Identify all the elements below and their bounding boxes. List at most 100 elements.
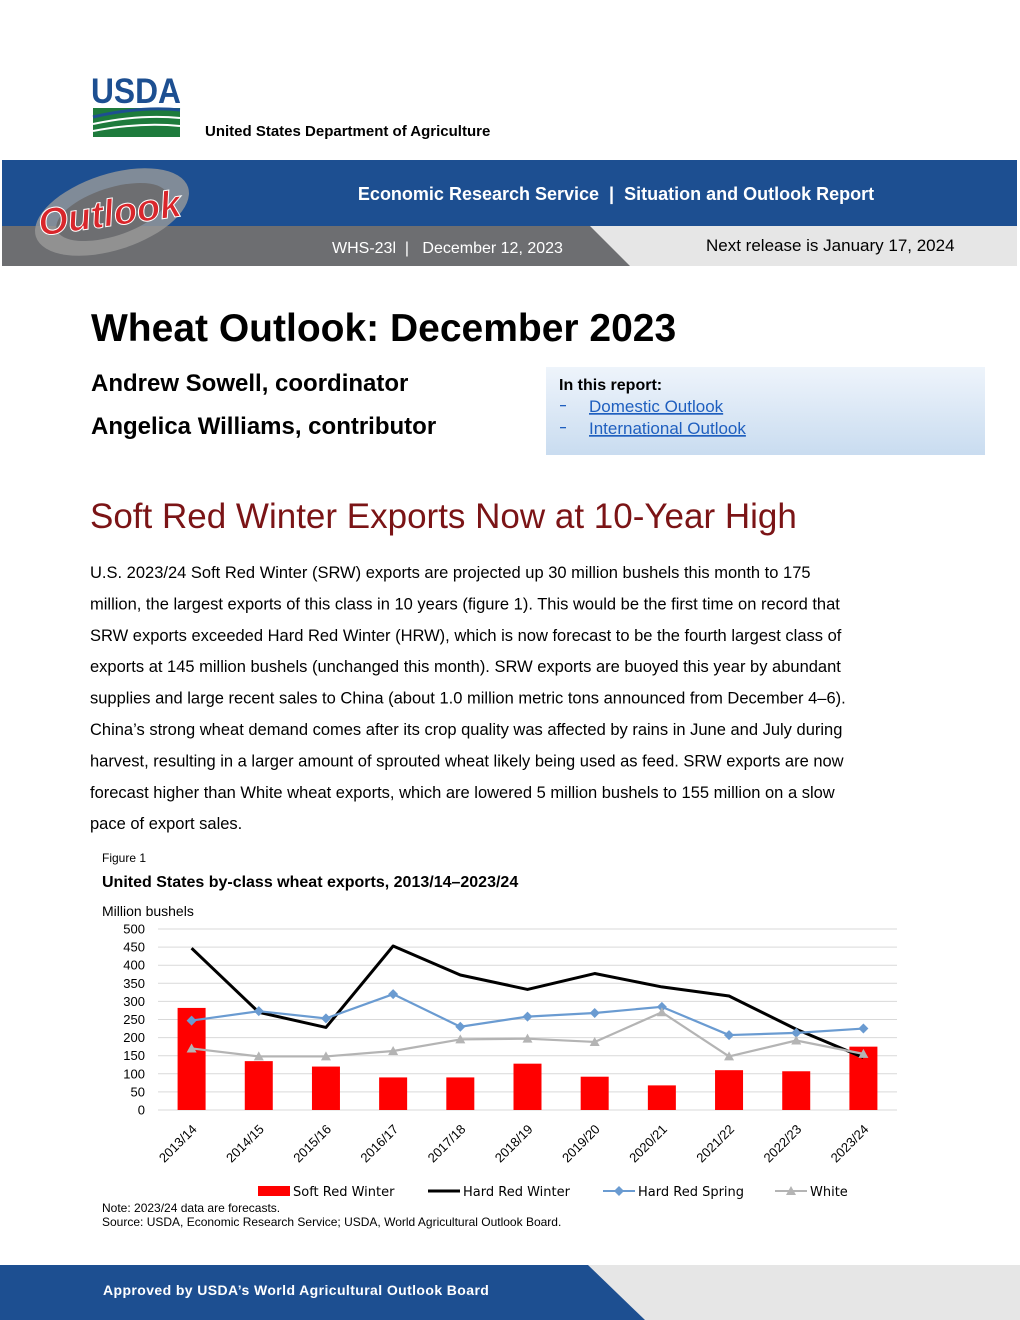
body-line: million, the largest exports of this cla… bbox=[90, 595, 840, 613]
chart: 0 50 100 150 200 250 300 350 400 450 500 2013/14 201… bbox=[123, 922, 897, 1200]
logo-swoosh bbox=[92, 123, 181, 132]
marker bbox=[320, 1013, 331, 1024]
marker bbox=[253, 1006, 264, 1017]
y-axis-label: Million bushels bbox=[102, 903, 194, 919]
marker bbox=[786, 1186, 796, 1195]
body-line: exports at 145 million bushels (unchange… bbox=[90, 658, 841, 676]
legend-label: Soft Red Winter bbox=[293, 1185, 395, 1200]
bar bbox=[446, 1077, 475, 1110]
body-line: China’s strong wheat demand comes after … bbox=[90, 721, 842, 739]
x-tick-label: 2017/18 bbox=[425, 1122, 469, 1166]
marker bbox=[455, 1021, 466, 1032]
bar bbox=[513, 1063, 542, 1110]
marker bbox=[858, 1048, 869, 1058]
marker bbox=[186, 1015, 197, 1026]
legend-label: White bbox=[810, 1185, 848, 1200]
x-tick-label: 2015/16 bbox=[290, 1122, 334, 1166]
line bbox=[190, 944, 864, 1059]
bar bbox=[311, 1066, 340, 1110]
logo-field bbox=[93, 108, 180, 137]
y-tick-label: 350 bbox=[123, 976, 145, 991]
marker bbox=[253, 1051, 264, 1061]
marker bbox=[724, 1051, 735, 1061]
bullet bbox=[560, 405, 566, 407]
body-text: U.S. 2023/24 Soft Red Winter (SRW) expor… bbox=[90, 564, 846, 833]
figure-label: Figure 1 bbox=[102, 851, 146, 865]
x-tick-label: 2023/24 bbox=[828, 1122, 872, 1166]
usda-logo: USDA bbox=[91, 72, 181, 111]
body-line: pace of export sales. bbox=[90, 815, 242, 833]
marker bbox=[589, 1036, 600, 1046]
marker bbox=[320, 1051, 331, 1061]
bar bbox=[244, 1061, 273, 1110]
marker bbox=[858, 1023, 869, 1034]
x-tick-label: 2019/20 bbox=[559, 1122, 603, 1166]
marker bbox=[791, 1027, 802, 1038]
body-line: forecast higher than White wheat exports… bbox=[90, 784, 835, 802]
body-line: SRW exports exceeded Hard Red Winter (HR… bbox=[90, 627, 842, 645]
contents-link[interactable]: International Outlook bbox=[589, 419, 746, 438]
bar bbox=[647, 1085, 676, 1110]
marker bbox=[186, 1043, 197, 1053]
y-tick-label: 250 bbox=[123, 1012, 145, 1027]
x-tick-label: 2014/15 bbox=[223, 1122, 267, 1166]
marker bbox=[724, 1030, 735, 1041]
report-id-bar bbox=[2, 226, 630, 266]
legend-swatch bbox=[258, 1186, 290, 1196]
author: Angelica Williams, contributor bbox=[91, 413, 436, 440]
marker bbox=[656, 1001, 667, 1012]
next-release: Next release is January 17, 2024 bbox=[706, 236, 955, 255]
body-line: harvest, resulting in a larger amount of… bbox=[90, 752, 844, 770]
contents-heading: In this report: bbox=[559, 377, 662, 394]
bullet bbox=[560, 427, 566, 429]
marker bbox=[388, 1045, 399, 1055]
marker bbox=[791, 1035, 802, 1045]
report-id: WHS-23l | December 12, 2023 bbox=[332, 240, 563, 257]
chart-source: Source: USDA, Economic Research Service;… bbox=[102, 1215, 561, 1229]
bar bbox=[715, 1070, 744, 1110]
y-tick-label: 300 bbox=[123, 994, 145, 1009]
banner-text: Economic Research Service | Situation an… bbox=[358, 184, 874, 204]
logo-swoosh bbox=[92, 115, 181, 125]
x-tick-label: 2020/21 bbox=[626, 1122, 670, 1166]
footer-text: Approved by USDA’s World Agricultural Ou… bbox=[103, 1282, 489, 1298]
headline: Soft Red Winter Exports Now at 10-Year H… bbox=[90, 497, 797, 536]
marker bbox=[614, 1186, 624, 1196]
marker bbox=[656, 1007, 667, 1017]
marker bbox=[455, 1034, 466, 1044]
y-tick-label: 50 bbox=[131, 1084, 145, 1099]
bar bbox=[782, 1071, 811, 1110]
body-line: U.S. 2023/24 Soft Red Winter (SRW) expor… bbox=[90, 564, 811, 582]
chart-title: United States by-class wheat exports, 20… bbox=[102, 874, 518, 891]
contents-link[interactable]: Domestic Outlook bbox=[589, 397, 724, 416]
y-tick-label: 200 bbox=[123, 1030, 145, 1045]
y-tick-label: 150 bbox=[123, 1048, 145, 1063]
report-title: Wheat Outlook: December 2023 bbox=[91, 307, 676, 350]
y-tick-label: 500 bbox=[123, 922, 145, 937]
contents-box bbox=[546, 367, 985, 455]
chart-note: Note: 2023/24 data are forecasts. bbox=[102, 1201, 280, 1215]
y-tick-label: 100 bbox=[123, 1066, 145, 1081]
y-tick-label: 450 bbox=[123, 940, 145, 955]
legend-label: Hard Red Winter bbox=[463, 1185, 571, 1200]
y-tick-label: 0 bbox=[138, 1103, 145, 1118]
marker bbox=[388, 989, 399, 1000]
x-tick-label: 2018/19 bbox=[492, 1122, 536, 1166]
x-tick-label: 2022/23 bbox=[761, 1122, 805, 1166]
legend-label: Hard Red Spring bbox=[638, 1185, 744, 1200]
footer-banner bbox=[0, 1265, 645, 1320]
x-tick-label: 2016/17 bbox=[357, 1122, 401, 1166]
marker bbox=[589, 1007, 600, 1018]
logo-swoosh bbox=[92, 107, 181, 119]
author: Andrew Sowell, coordinator bbox=[91, 370, 408, 397]
x-tick-label: 2021/22 bbox=[693, 1122, 737, 1166]
body-line: supplies and large recent sales to China… bbox=[90, 690, 846, 708]
marker bbox=[522, 1011, 533, 1022]
bar bbox=[580, 1076, 609, 1110]
agency-name: United States Department of Agriculture bbox=[205, 123, 490, 140]
y-tick-label: 400 bbox=[123, 958, 145, 973]
x-tick-label: 2013/14 bbox=[156, 1122, 200, 1166]
marker bbox=[522, 1033, 533, 1043]
